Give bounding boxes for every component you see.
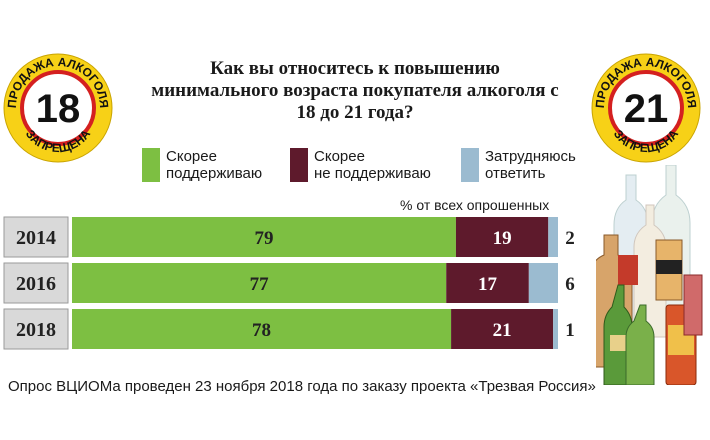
bar-segment-2016-2 (528, 263, 558, 303)
data-label-2018-2: 1 (565, 320, 575, 341)
year-label-box-2018 (3, 308, 69, 350)
bar-segment-2018-0 (72, 309, 452, 349)
legend-swatch-support (142, 148, 160, 182)
badge-right-number: 21 (624, 87, 669, 131)
data-label-2018-0: 78 (252, 320, 271, 341)
bar-segment-2014-0 (72, 217, 456, 257)
legend-item-support: Скорее поддерживаю (142, 148, 262, 182)
year-label-2016: 2016 (16, 273, 56, 295)
legend-label-undecided: Затрудняюсь ответить (485, 148, 576, 182)
bottles-illustration (596, 165, 703, 385)
bar-segment-2016-1 (446, 263, 529, 303)
bar-segment-2018-1 (451, 309, 554, 349)
legend-swatch-undecided (461, 148, 479, 182)
legend-item-undecided: Затрудняюсь ответить (461, 148, 576, 182)
data-label-2018-1: 21 (493, 320, 512, 341)
prohibition-badge-18: ПРОДАЖА АЛКОГОЛЯ ЗАПРЕЩЕНА 18 (3, 53, 113, 163)
bar-segment-2014-1 (455, 217, 549, 257)
data-label-2014-2: 2 (565, 228, 575, 249)
data-label-2016-2: 6 (565, 274, 575, 295)
legend-item-oppose: Скорее не поддерживаю (290, 148, 431, 182)
data-label-2016-0: 77 (250, 274, 270, 295)
survey-footnote: Опрос ВЦИОМа проведен 23 ноября 2018 год… (8, 378, 596, 395)
year-label-box-2016 (3, 262, 69, 304)
bar-segment-2016-0 (72, 263, 447, 303)
year-label-2018: 2018 (16, 319, 56, 341)
unit-note: % от всех опрошенных (400, 197, 550, 213)
bar-segment-2014-2 (548, 217, 558, 257)
chart-title: Как вы относитесь к повышению минимально… (151, 58, 559, 123)
legend-label-oppose: Скорее не поддерживаю (314, 148, 431, 182)
year-label-2014: 2014 (16, 227, 56, 249)
prohibition-badge-21: ПРОДАЖА АЛКОГОЛЯ ЗАПРЕЩЕНА 21 (591, 53, 701, 163)
year-label-box-2014 (3, 216, 69, 258)
data-label-2014-1: 19 (493, 228, 512, 249)
data-label-2016-1: 17 (478, 274, 498, 295)
badge-left-number: 18 (36, 87, 81, 131)
legend-swatch-oppose (290, 148, 308, 182)
legend-label-support: Скорее поддерживаю (166, 148, 263, 182)
data-label-2014-0: 79 (254, 228, 273, 249)
bar-segment-2018-2 (553, 309, 558, 349)
stacked-bar-chart: 2014 79 19 2 2016 77 17 6 2018 78 21 1 (3, 216, 575, 350)
